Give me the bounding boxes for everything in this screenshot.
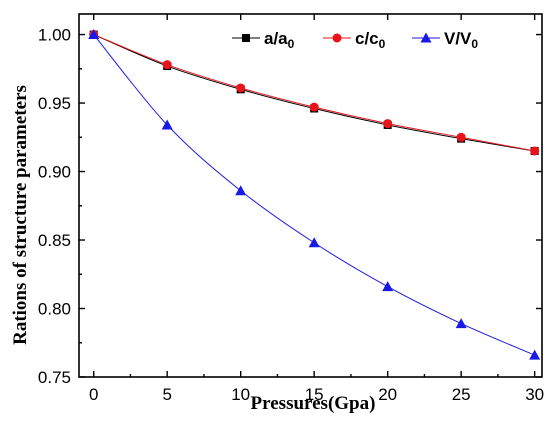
legend: a/a0 c/c0 V/V0: [232, 29, 478, 51]
y-axis-title: Rations of structure parameters: [10, 85, 31, 345]
x-tick-label: 20: [378, 385, 397, 404]
x-tick-label: 10: [231, 385, 250, 404]
data-point: [308, 237, 320, 248]
legend-label: a/a0: [264, 29, 295, 51]
data-point: [530, 146, 540, 156]
plot-frame: [78, 13, 543, 378]
legend-marker: [332, 33, 342, 43]
data-point: [529, 349, 541, 360]
x-tick-label: 30: [525, 385, 544, 404]
data-point: [236, 83, 246, 93]
data-point: [456, 132, 466, 142]
x-tick-label: 0: [89, 385, 98, 404]
x-tick-label: 15: [305, 385, 324, 404]
y-tick-label: 0.85: [38, 231, 71, 250]
data-point: [383, 119, 393, 129]
series-3: [88, 29, 541, 360]
y-tick-label: 0.80: [38, 300, 71, 319]
legend-label: c/c0: [355, 29, 386, 51]
x-axis-title: Pressures(Gpa): [251, 393, 376, 414]
y-tick-label: 1.00: [38, 26, 71, 45]
legend-entry: V/V0: [412, 29, 478, 51]
legend-entry: c/c0: [323, 29, 386, 51]
y-tick-label: 0.90: [38, 163, 71, 182]
x-tick-label: 5: [162, 385, 171, 404]
axes: 0 5 10 15 20 25 30 0.75 0.80 0.85 0.90 0.95 1.00: [38, 13, 544, 404]
series-line: [93, 34, 535, 152]
series-line: [93, 34, 535, 356]
data-point: [235, 185, 247, 196]
data-point: [88, 29, 100, 40]
data-point: [309, 102, 319, 112]
legend-marker: [420, 32, 432, 43]
data-point: [382, 281, 394, 292]
legend-label: V/V0: [444, 29, 478, 51]
data-point: [455, 318, 467, 329]
x-tick-label: 25: [452, 385, 471, 404]
data-point: [162, 60, 172, 70]
series-2: [89, 30, 540, 156]
legend-marker: [242, 34, 250, 42]
legend-entry: a/a0: [232, 29, 295, 51]
plot-area: [88, 29, 541, 360]
y-tick-label: 0.95: [38, 94, 71, 113]
series-line: [93, 34, 535, 152]
data-point: [161, 119, 173, 130]
y-tick-label: 0.75: [38, 368, 71, 387]
